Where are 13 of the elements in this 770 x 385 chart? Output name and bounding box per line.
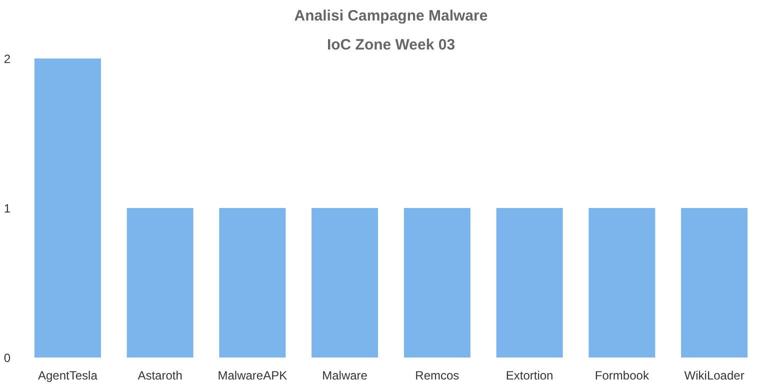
x-tick-label: Remcos (415, 368, 460, 382)
x-tick-label: Extortion (506, 368, 554, 382)
chart-subtitle: IoC Zone Week 03 (326, 36, 456, 54)
x-tick-label: Formbook (594, 368, 650, 382)
x-tick-label: AgentTesla (38, 368, 98, 382)
x-tick-label: WikiLoader (684, 368, 744, 382)
y-tick-label: 2 (4, 52, 11, 66)
y-tick-label: 0 (4, 351, 11, 365)
x-tick-label: MalwareAPK (218, 368, 288, 382)
y-tick-label: 1 (4, 202, 11, 216)
x-tick-label: Astaroth (138, 368, 182, 382)
x-tick-label: Malware (322, 368, 368, 382)
chart-title: Analisi Campagne Malware (294, 8, 488, 24)
